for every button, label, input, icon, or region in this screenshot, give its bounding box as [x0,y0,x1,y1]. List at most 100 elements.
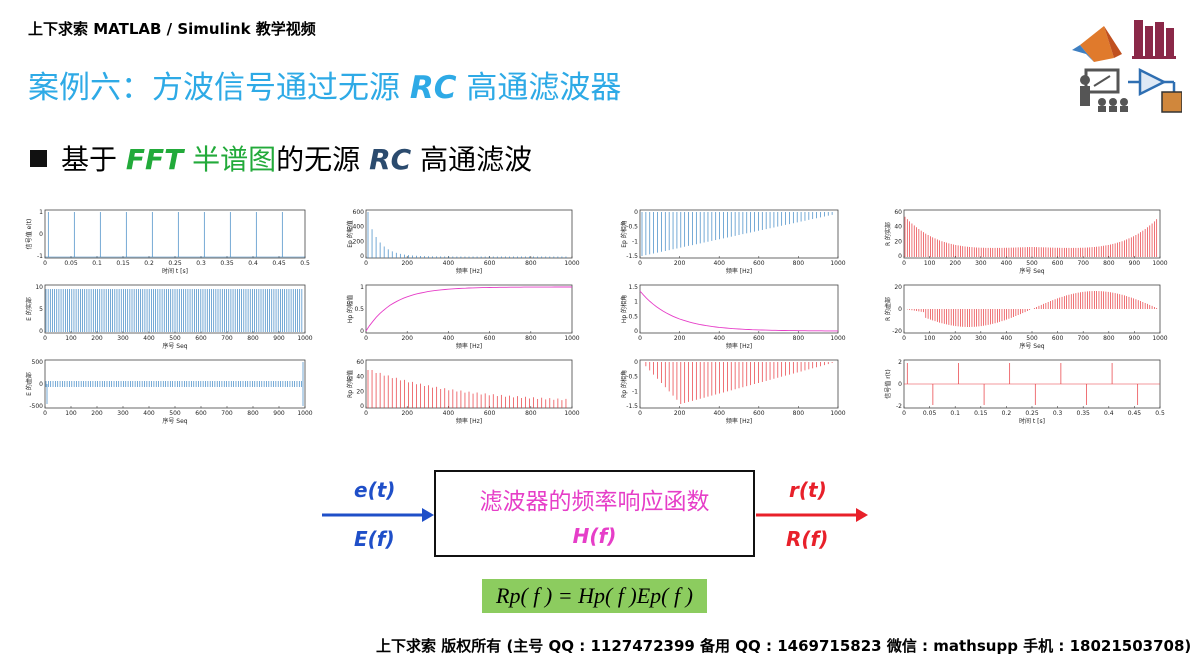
bullet-part-rc: RC [369,143,412,176]
x-tick-label: 0.45 [1128,410,1142,417]
y-tick-label: -1.5 [626,403,638,410]
x-axis-label: 时间 t [s] [1019,417,1045,425]
x-tick-label: 400 [443,410,455,417]
x-tick-label: 0.1 [92,260,102,267]
y-tick-label: -2 [896,403,902,410]
plot-Ep_mag-marks [367,212,567,258]
x-tick-label: 100 [924,335,936,342]
y-tick-label: 200 [353,238,365,245]
x-tick-label: 600 [753,260,765,267]
x-tick-label: 1000 [830,410,845,417]
x-tick-label: 800 [525,335,537,342]
plot-Hp_phase-marks [639,290,838,332]
x-axis-label: 频率 [Hz] [456,267,482,275]
x-tick-label: 600 [1052,260,1064,267]
x-tick-label: 0.1 [950,410,960,417]
x-tick-label: 1000 [1152,335,1167,342]
x-tick-label: 0.3 [196,260,206,267]
x-tick-label: 900 [1129,335,1141,342]
y-tick-label: -1 [632,238,638,245]
x-tick-label: 200 [949,335,961,342]
x-tick-label: 900 [273,410,285,417]
y-tick-label: 60 [356,359,364,366]
x-tick-label: 200 [674,260,686,267]
x-tick-label: 800 [247,335,259,342]
matlab-logo-icon [1072,26,1122,62]
y-tick-label: 0 [360,253,364,260]
plot-Rp_mag: 0 200 400 600 800 1000 60 40 20 0 频率 [Hz] Rp 的幅值 [346,359,580,432]
y-axis-label: E 的实部 [25,297,33,321]
x-tick-label: 700 [1077,260,1089,267]
x-tick-label: 200 [401,410,413,417]
x-tick-label: 1000 [830,260,845,267]
y-tick-label: 1.5 [628,284,638,291]
x-tick-label: 1000 [297,335,312,342]
plot-R_imag: 0 100 200 300 400 500 600 700 800 900 1000 20 0 -20 序号… [884,284,1168,357]
x-tick-label: 700 [221,410,233,417]
y-tick-label: 0 [634,209,638,216]
x-tick-label: 0 [43,335,47,342]
y-tick-label: 5 [39,306,43,313]
x-tick-label: 0 [902,410,906,417]
filter-block: 滤波器的频率响应函数 H(f) [434,470,755,557]
y-tick-label: -20 [892,328,902,335]
x-tick-label: 600 [484,260,496,267]
x-tick-label: 0.35 [1077,410,1091,417]
x-tick-label: 700 [221,335,233,342]
x-tick-label: 400 [443,335,455,342]
books-icon [1132,20,1176,59]
y-tick-label: 40 [894,224,902,231]
x-tick-label: 1000 [564,260,579,267]
x-axis-label: 频率 [Hz] [726,417,752,425]
plot-Hp_phase-svg: 0 200 400 600 800 1000 1.5 1 0.5 0 频率 [Hz] Hp 的相角 [620,284,846,350]
y-tick-label: 600 [353,209,365,216]
plot-Hp_phase: 0 200 400 600 800 1000 1.5 1 0.5 0 频率 [Hz] Hp 的相角 [620,284,846,357]
x-tick-label: 200 [91,410,103,417]
x-tick-label: 800 [1103,260,1115,267]
plot-frame [639,284,839,334]
x-tick-label: 700 [1077,335,1089,342]
x-tick-label: 800 [247,410,259,417]
plot-Ep_mag: 0 200 400 600 800 1000 600 400 200 0 频率 [Hz] Ep 的幅值 [346,209,580,282]
plot-Rp_phase: 0 200 400 600 800 1000 0 -0.5 -1 -1.5 频率 [Hz] Rp 的相… [620,359,846,432]
y-tick-label: 400 [353,224,365,231]
y-tick-label: 1 [360,284,364,291]
x-tick-label: 0.15 [974,410,988,417]
y-tick-label: -0.5 [626,374,638,381]
curve-mark [365,286,572,332]
plot-frame [44,209,306,259]
x-tick-label: 100 [924,260,936,267]
x-tick-label: 400 [143,335,155,342]
y-axis-label: Ep 的幅值 [346,220,354,248]
filter-symbol: H(f) [572,524,617,548]
x-axis-label: 频率 [Hz] [726,342,752,350]
x-tick-label: 0.5 [1155,410,1165,417]
x-tick-label: 600 [484,410,496,417]
x-axis-label: 频率 [Hz] [726,267,752,275]
x-tick-label: 0 [364,260,368,267]
x-tick-label: 400 [713,335,725,342]
input-freq-label: E(f) [354,527,395,551]
x-tick-label: 100 [65,335,77,342]
x-tick-label: 800 [525,260,537,267]
y-axis-label: Hp 的幅值 [346,295,354,323]
plot-E_real-marks [45,289,303,332]
plot-r_t-svg: 0 0.05 0.1 0.15 0.2 0.25 0.3 0.35 0.4 0.45 0.520-2… [884,359,1165,425]
output-arrow [756,508,868,522]
x-tick-label: 600 [195,410,207,417]
x-tick-label: 300 [975,260,987,267]
plot-e_t-marks [45,212,305,258]
y-axis-label: E 的虚部 [25,372,33,396]
x-tick-label: 0.4 [1104,410,1114,417]
x-tick-label: 0 [43,410,47,417]
x-tick-label: 200 [674,410,686,417]
x-tick-label: 600 [1052,335,1064,342]
x-tick-label: 300 [117,335,129,342]
x-tick-label: 200 [674,335,686,342]
x-tick-label: 900 [1129,260,1141,267]
plot-E_imag-svg: 0 100 200 300 400 500 600 700 800 900 10005000-500… [25,359,313,425]
x-tick-label: 0 [638,410,642,417]
x-tick-label: 900 [273,335,285,342]
y-axis-label: Rp 的相角 [620,370,628,398]
bullet-part-1: 基于 [61,143,126,176]
